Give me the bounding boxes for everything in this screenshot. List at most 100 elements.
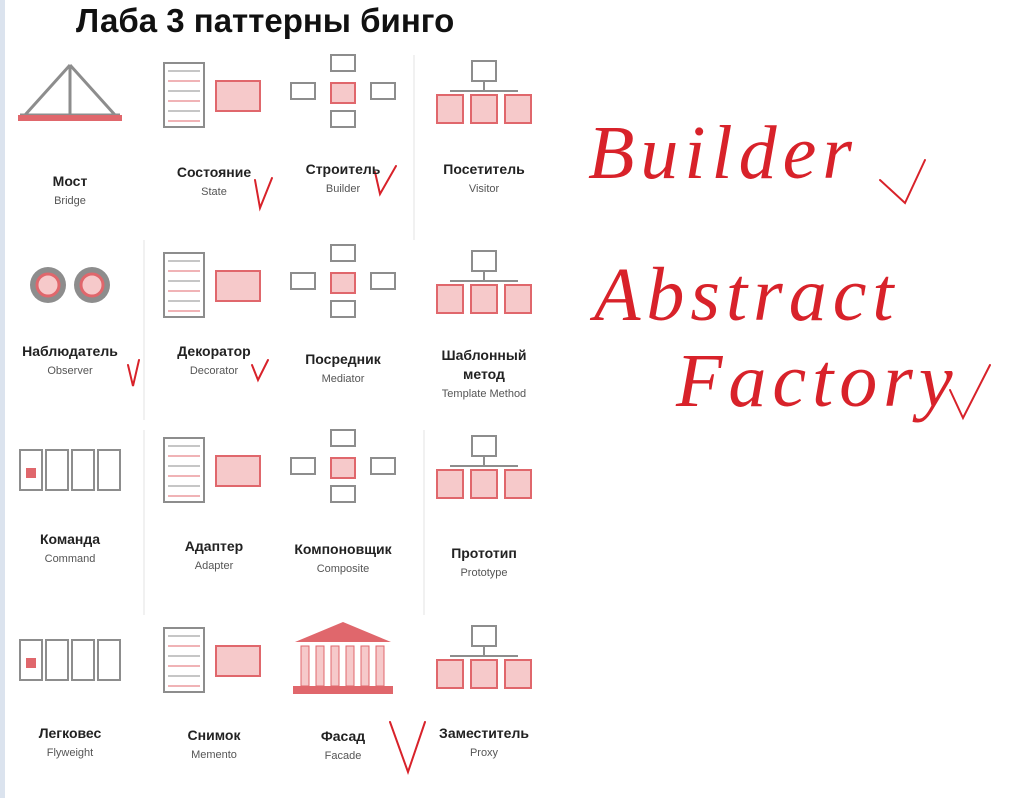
pattern-english: Mediator (321, 373, 365, 385)
icon-shape (163, 627, 205, 693)
pattern: Посетитель Visitor (424, 160, 544, 195)
pattern-name: Легковес (38, 725, 102, 741)
icon-shape (471, 60, 497, 82)
icon-shape (470, 284, 498, 314)
icon-shape (450, 646, 518, 657)
pattern-english: Adapter (194, 560, 234, 572)
title: Лаба 3 паттерны бинго (76, 2, 455, 39)
icon-shape (471, 250, 497, 272)
icon-shape (470, 659, 498, 689)
left-border (0, 0, 5, 798)
icon-shape (79, 272, 105, 298)
handwritten-note: Builder (588, 111, 858, 195)
icon-shape (290, 82, 316, 100)
icon-shape (330, 54, 356, 72)
pattern-english: Template Method (441, 388, 527, 400)
pattern-name: Наблюдатель (22, 343, 118, 359)
pattern: Команда Command (10, 530, 130, 565)
pattern: Прототип Prototype (424, 544, 544, 579)
separators (143, 55, 425, 615)
pattern-name: Прототип (451, 545, 517, 561)
pattern: Снимок Memento (154, 726, 274, 761)
pattern: Мост Bridge (10, 172, 130, 207)
pattern-english: Prototype (460, 567, 508, 579)
pattern-english: State (201, 186, 227, 198)
icon-shape (71, 639, 95, 681)
icon-shape (163, 62, 205, 128)
pattern-name: Заместитель (439, 725, 529, 741)
handwritten-note: Abstract (594, 253, 900, 337)
checkmarks (127, 159, 991, 776)
pattern-english: Composite (316, 563, 370, 575)
icon-shape (375, 645, 385, 687)
pattern-english: Bridge (54, 195, 86, 207)
icon-shape (504, 284, 532, 314)
icon-shape (330, 244, 356, 262)
icon-shape (215, 645, 261, 677)
icon-shape (290, 457, 316, 475)
icon-shape (330, 457, 356, 479)
icon-shape (450, 81, 518, 92)
icon-shape (370, 272, 396, 290)
icon-shape (295, 622, 391, 642)
icon-shape (345, 645, 355, 687)
pattern-english: Visitor (468, 183, 500, 195)
pattern-english: Command (44, 553, 96, 565)
icon-shape (330, 82, 356, 104)
pattern-name: Строитель (305, 161, 381, 177)
icon-shape (163, 437, 205, 503)
icon-shape (215, 270, 261, 302)
icon-shape (20, 63, 120, 117)
icon-shape (330, 300, 356, 318)
icon-shape (97, 639, 121, 681)
icon-shape (163, 252, 205, 318)
pattern-name: Посетитель (443, 161, 525, 177)
pattern-name: Снимок (187, 727, 241, 743)
pattern-english: Memento (191, 749, 237, 761)
icon-shape (450, 456, 518, 467)
icon-shape (330, 485, 356, 503)
icon-shape (290, 272, 316, 290)
icon-shape (436, 94, 464, 124)
icon-shape (71, 449, 95, 491)
pattern: Состояние State (154, 163, 274, 198)
icon-shape (330, 429, 356, 447)
pattern-name: Компоновщик (294, 541, 392, 557)
pattern-english: Facade (324, 750, 362, 762)
icon-shape (436, 284, 464, 314)
pattern-english: Observer (47, 365, 93, 377)
icon-shape (504, 659, 532, 689)
icon-shape (370, 457, 396, 475)
pattern: Декоратор Decorator (154, 342, 274, 377)
pattern-english: Decorator (189, 365, 239, 377)
pattern: Шаблонный метод Template Method (424, 346, 544, 400)
icon-shape (330, 110, 356, 128)
pattern-name: Команда (40, 531, 100, 547)
icon-shape (330, 645, 340, 687)
icon-shape (18, 115, 122, 121)
handwritten-note: Factory (676, 339, 959, 423)
pattern: Компоновщик Composite (283, 540, 403, 575)
icon-shape (504, 469, 532, 499)
pattern: Легковес Flyweight (10, 724, 130, 759)
icon-shape (370, 82, 396, 100)
icon-shape (45, 449, 69, 491)
icon-shape (436, 469, 464, 499)
icon-shape (293, 686, 393, 694)
pattern: Заместитель Proxy (424, 724, 544, 759)
icon-shape (35, 272, 61, 298)
pattern: Фасад Facade (283, 727, 403, 762)
pattern: Адаптер Adapter (154, 537, 274, 572)
icon-shape (215, 80, 261, 112)
icon-shape (26, 468, 36, 478)
icon-shape (315, 645, 325, 687)
icon-shape (470, 469, 498, 499)
icon-shape (504, 94, 532, 124)
icon-shape (470, 94, 498, 124)
pattern-name: Декоратор (177, 343, 251, 359)
icon-shape (215, 455, 261, 487)
icon-shape (300, 645, 310, 687)
pattern: Посредник Mediator (283, 350, 403, 385)
icon-shape (360, 645, 370, 687)
